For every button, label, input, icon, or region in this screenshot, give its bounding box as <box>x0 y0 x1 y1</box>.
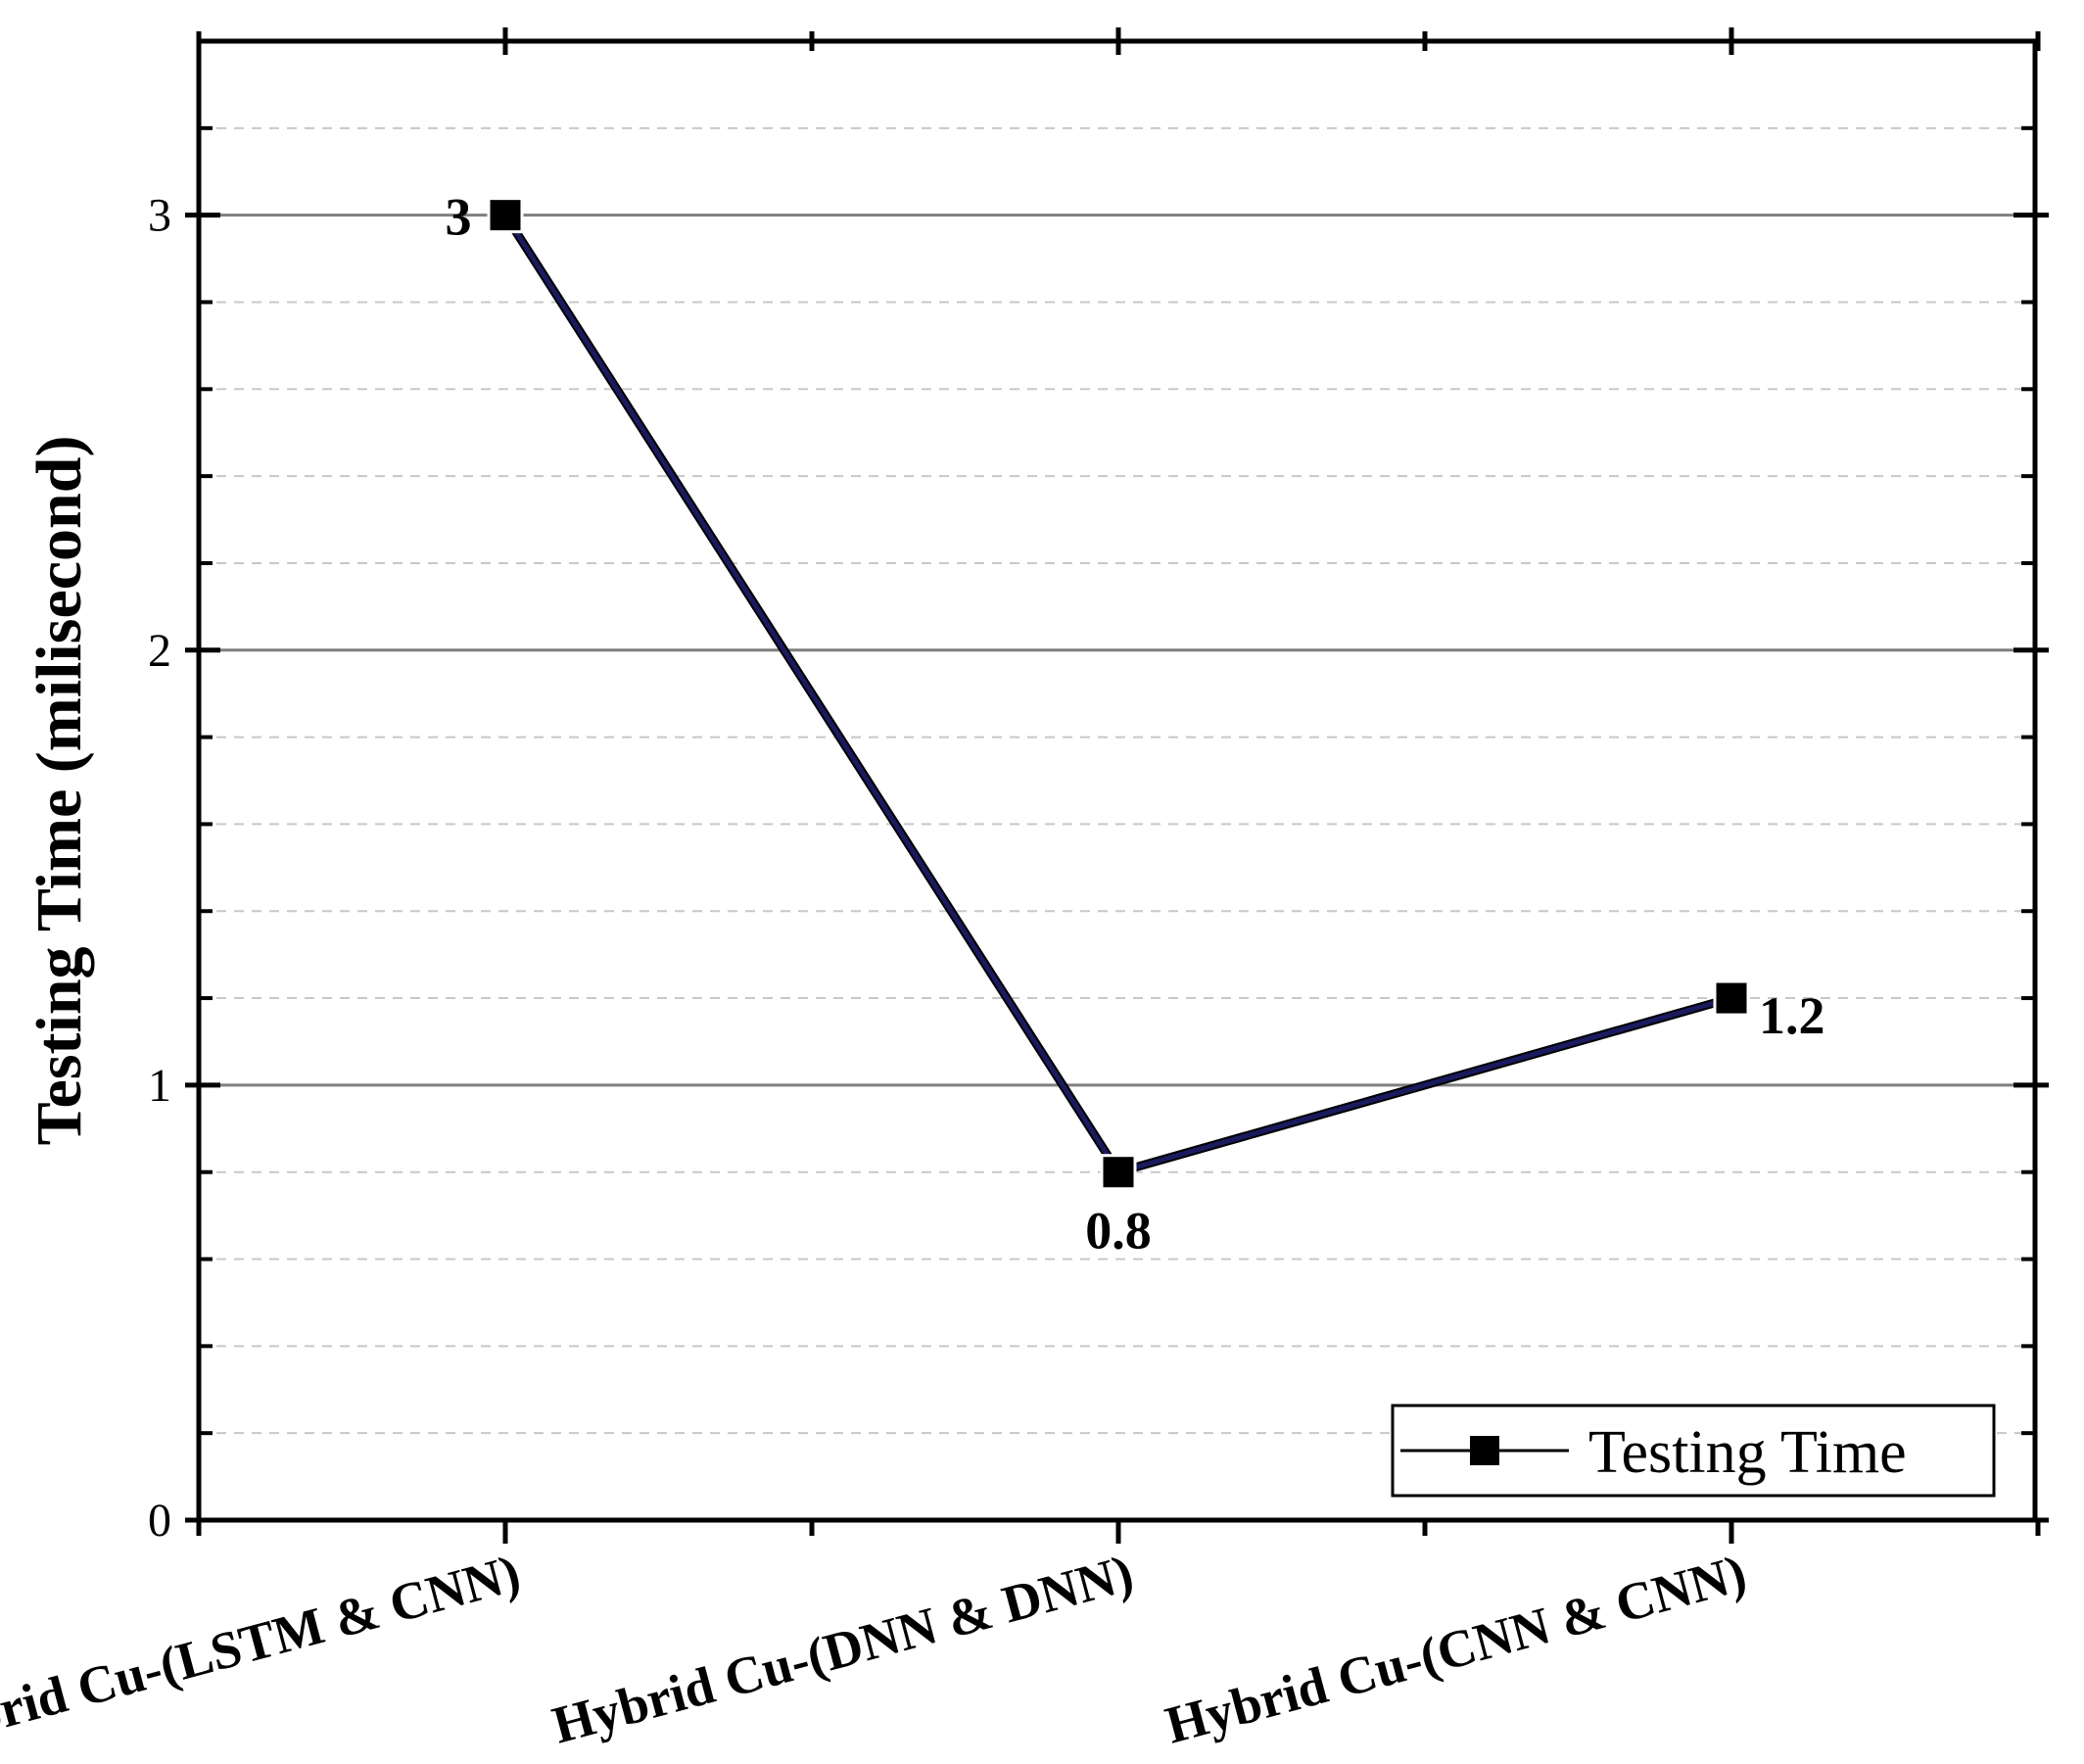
labels-layer: 0 1 2 3 Hybrid Cu-(LSTM & CNN) Hybrid Cu-(DNN… <box>0 188 1825 1764</box>
x-category-label: Hybrid Cu-(LSTM & CNN) <box>0 1544 526 1764</box>
y-tick-label: 3 <box>148 190 171 242</box>
legend: Testing Time <box>1391 1404 1996 1498</box>
legend-entry-testing-time: Testing Time <box>1588 1419 1907 1486</box>
series-line-testing-time <box>502 214 1732 1175</box>
series-layer <box>487 197 1750 1191</box>
ticks-layer <box>185 27 2049 1544</box>
data-point-marker <box>1100 1154 1137 1191</box>
series-line-outline <box>501 213 1733 1177</box>
x-category-label: Hybrid Cu-(DNN & DNN) <box>546 1544 1139 1755</box>
data-point-marker <box>487 197 524 234</box>
data-point-marker <box>1713 979 1750 1017</box>
y-axis-title: Testing Time (milisecond) <box>24 436 95 1146</box>
data-label: 3 <box>446 188 472 247</box>
plot-frame <box>196 38 2038 1523</box>
grid-layer <box>199 40 2035 1435</box>
y-tick-label: 2 <box>148 625 171 677</box>
x-category-label: Hybrid Cu-(CNN & CNN) <box>1160 1544 1752 1755</box>
data-label: 0.8 <box>1085 1202 1152 1261</box>
legend-marker <box>1470 1436 1499 1465</box>
data-label: 1.2 <box>1759 986 1825 1045</box>
y-tick-label: 1 <box>148 1060 171 1112</box>
y-tick-label: 0 <box>148 1495 171 1547</box>
